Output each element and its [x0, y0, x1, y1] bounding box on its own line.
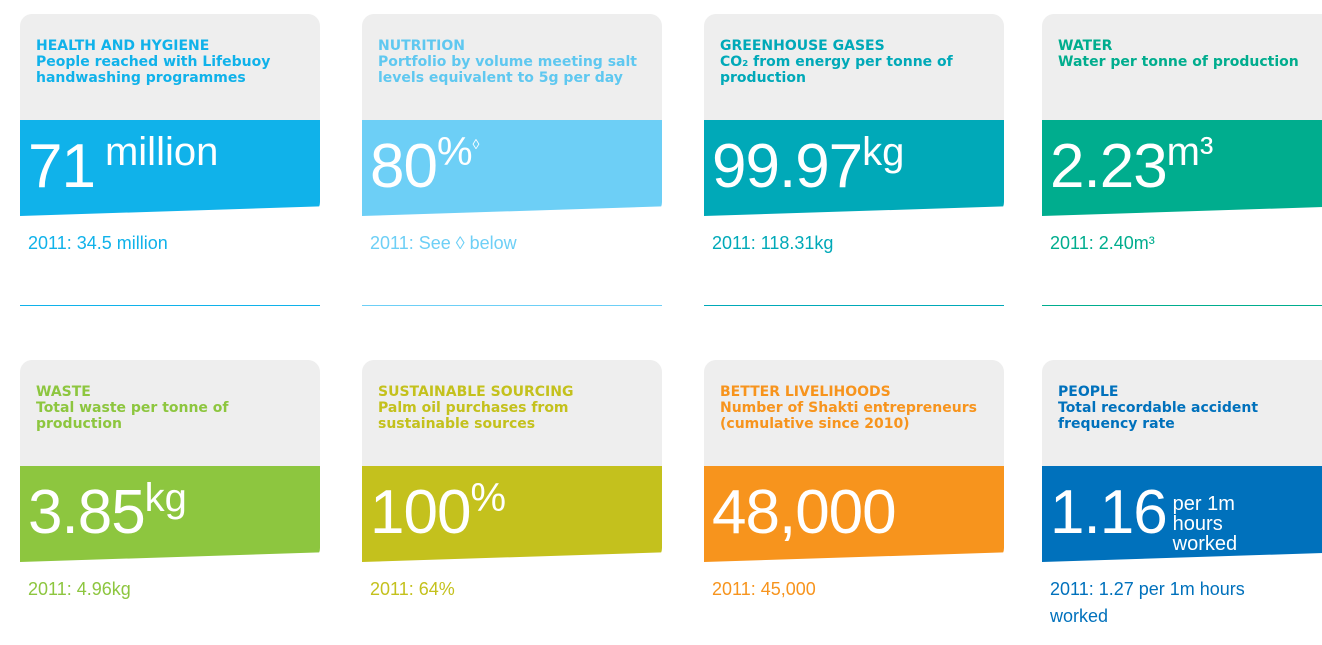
metric-card: GREENHOUSE GASES CO₂ from energy per tonn…	[704, 14, 1004, 257]
previous-year: 2011: 34.5 million	[28, 233, 168, 253]
value-band: 3.85kg	[20, 466, 320, 562]
metric-card: BETTER LIVELIHOODS Number of Shakti entre…	[704, 360, 1004, 603]
unit: per 1m hours worked	[1172, 493, 1238, 555]
card-header: NUTRITION Portfolio by volume meeting sal…	[362, 14, 662, 120]
metric-card: NUTRITION Portfolio by volume meeting sal…	[362, 14, 662, 257]
card-header: HEALTH AND HYGIENE People reached with Li…	[20, 14, 320, 120]
previous-year: 2011: 45,000	[712, 579, 816, 599]
divider	[704, 305, 1004, 306]
divider	[362, 305, 662, 306]
value-band: 48,000	[704, 466, 1004, 562]
category: HEALTH AND HYGIENE	[36, 38, 210, 54]
category: SUSTAINABLE SOURCING	[378, 384, 574, 400]
previous-year: 2011: 4.96kg	[28, 579, 131, 599]
previous-year: 2011: 64%	[370, 579, 455, 599]
description: Total recordable accident frequency rate	[1058, 400, 1259, 432]
divider	[20, 305, 320, 306]
unit: %	[470, 476, 507, 520]
unit: kg	[862, 130, 905, 174]
description: Water per tonne of production	[1058, 54, 1299, 70]
previous-year: 2011: 1.27 per 1m hours worked	[1050, 579, 1245, 626]
unit: m³	[1166, 130, 1214, 174]
unit: %	[436, 130, 473, 174]
value: 48,000	[712, 478, 897, 547]
value: 3.85	[28, 478, 146, 547]
metric-card: HEALTH AND HYGIENE People reached with Li…	[20, 14, 320, 257]
value: 71	[28, 132, 96, 201]
value-band: 80%◊	[362, 120, 662, 216]
value-band: 99.97kg	[704, 120, 1004, 216]
card-header: BETTER LIVELIHOODS Number of Shakti entre…	[704, 360, 1004, 466]
previous-year: 2011: 2.40m³	[1050, 233, 1155, 253]
metric-card: WASTE Total waste per tonne of production…	[20, 360, 320, 603]
value-band: 71 million	[20, 120, 320, 216]
value: 1.16	[1050, 478, 1168, 547]
metric-card: WATER Water per tonne of production 2.23m³…	[1042, 14, 1322, 257]
value-band: 100%	[362, 466, 662, 562]
category: GREENHOUSE GASES	[720, 38, 885, 54]
category: WATER	[1058, 38, 1113, 54]
value-band: 1.16 per 1m hours worked	[1042, 466, 1322, 562]
card-header: SUSTAINABLE SOURCING Palm oil purchases f…	[362, 360, 662, 466]
category: PEOPLE	[1058, 384, 1119, 400]
unit: million	[104, 130, 219, 174]
description: CO₂ from energy per tonne of production	[720, 54, 953, 86]
description: Portfolio by volume meeting salt levels …	[378, 54, 637, 86]
unit: kg	[144, 476, 187, 520]
description: People reached with Lifebuoy handwashing…	[36, 54, 271, 86]
description: Palm oil purchases from sustainable sour…	[378, 400, 569, 432]
card-header: WASTE Total waste per tonne of production	[20, 360, 320, 466]
card-header: WATER Water per tonne of production	[1042, 14, 1322, 120]
value: 99.97	[712, 132, 863, 201]
previous-year: 2011: See ◊ below	[370, 233, 517, 253]
previous-year: 2011: 118.31kg	[712, 233, 834, 253]
divider	[1042, 305, 1322, 306]
value: 80	[370, 132, 438, 201]
category: WASTE	[36, 384, 91, 400]
value: 2.23	[1050, 132, 1168, 201]
footnote-mark: ◊	[472, 136, 480, 152]
value: 100	[370, 478, 471, 547]
metric-card: PEOPLE Total recordable accident frequenc…	[1042, 360, 1322, 630]
description: Number of Shakti entrepreneurs (cumulati…	[720, 400, 977, 432]
category: BETTER LIVELIHOODS	[720, 384, 891, 400]
description: Total waste per tonne of production	[36, 400, 229, 432]
card-header: GREENHOUSE GASES CO₂ from energy per tonn…	[704, 14, 1004, 120]
metric-card: SUSTAINABLE SOURCING Palm oil purchases f…	[362, 360, 662, 603]
value-band: 2.23m³	[1042, 120, 1322, 216]
card-header: PEOPLE Total recordable accident frequenc…	[1042, 360, 1322, 466]
category: NUTRITION	[378, 38, 466, 54]
